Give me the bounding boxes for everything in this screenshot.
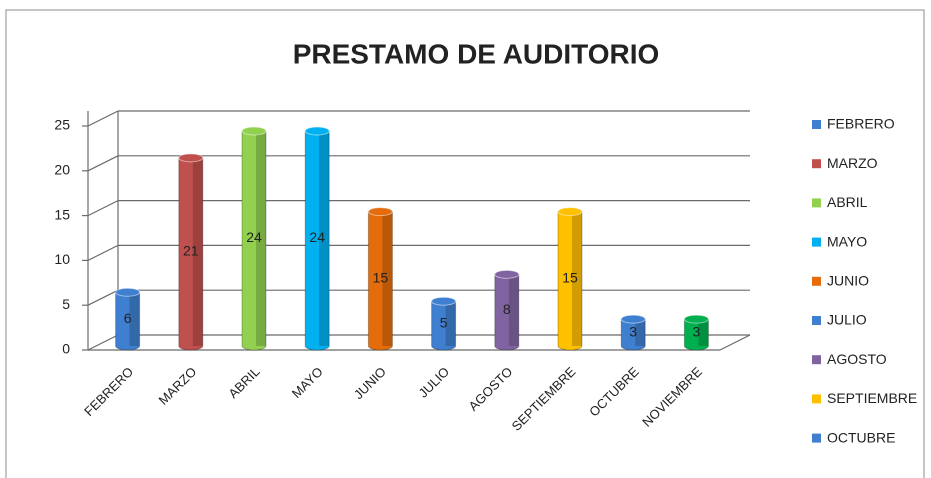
bar-shade: [256, 130, 266, 346]
data-label: 8: [503, 301, 511, 317]
bar-top: [115, 287, 141, 297]
data-label: 6: [124, 310, 132, 326]
bar-shade: [508, 274, 519, 346]
data-label: 24: [246, 229, 262, 245]
data-label: 5: [440, 314, 448, 330]
legend-swatch: [812, 198, 821, 208]
y-tick-label: 20: [54, 162, 70, 178]
grid-line: [87, 334, 119, 351]
bar-shade: [445, 301, 456, 346]
bar-shade: [192, 157, 203, 346]
data-label: 3: [693, 323, 701, 339]
bar-shade: [572, 211, 582, 346]
legend-label: FEBRERO: [827, 116, 895, 132]
legend-swatch: [812, 433, 821, 443]
bar: [683, 318, 709, 351]
legend-label: JUNIO: [827, 273, 869, 289]
bar-top: [241, 126, 267, 136]
legend-swatch: [812, 237, 821, 247]
bar-top: [683, 314, 709, 324]
bar-shade: [382, 211, 393, 346]
data-label: 15: [562, 270, 578, 286]
legend-swatch: [812, 394, 821, 404]
y-tick-label: 10: [54, 251, 70, 267]
bar-top: [178, 153, 204, 163]
bar-shade: [635, 319, 646, 346]
legend-swatch: [812, 120, 821, 129]
bar-top: [304, 126, 330, 136]
bar: [304, 130, 330, 351]
bar-shade: [698, 319, 709, 346]
bar: [115, 291, 141, 351]
legend-label: JULIO: [827, 312, 867, 328]
legend-label: MARZO: [827, 155, 878, 171]
legend-swatch: [812, 159, 821, 169]
legend-label: SEPTIEMBRE: [827, 390, 917, 406]
grid-line: [87, 289, 119, 306]
chart-title: PRESTAMO DE AUDITORIO: [293, 38, 660, 69]
y-tick-label: 5: [62, 296, 70, 312]
grid-line: [87, 155, 119, 172]
bar-top: [367, 207, 393, 217]
bar: [494, 273, 520, 351]
bar-top: [494, 269, 520, 279]
data-label: 3: [629, 323, 637, 339]
legend-label: ABRIL: [827, 194, 868, 210]
floor-edge: [719, 334, 751, 351]
grid-line: [87, 244, 119, 261]
grid-line: [87, 110, 119, 127]
bar: [178, 157, 204, 351]
bar: [431, 300, 457, 351]
bar: [241, 130, 267, 351]
data-label: 21: [183, 243, 199, 259]
bar: [557, 211, 583, 351]
y-tick-label: 25: [54, 117, 70, 133]
data-label: 15: [373, 270, 389, 286]
legend-label: MAYO: [827, 233, 867, 249]
bar-top: [431, 296, 457, 306]
bar: [367, 211, 393, 351]
grid-line: [87, 200, 119, 217]
bar: [620, 318, 646, 351]
bar-top: [620, 314, 646, 324]
y-tick-label: 15: [54, 206, 70, 222]
legend-swatch: [812, 276, 821, 286]
legend-label: OCTUBRE: [827, 429, 895, 445]
chart-frame: [5, 9, 925, 478]
legend-swatch: [812, 355, 821, 365]
legend-swatch: [812, 316, 821, 325]
y-tick-label: 0: [62, 341, 70, 357]
data-label: 24: [309, 229, 325, 245]
legend-label: AGOSTO: [827, 351, 887, 367]
bar-shade: [319, 130, 330, 346]
bar-shade: [129, 292, 140, 346]
bar-top: [557, 207, 583, 217]
